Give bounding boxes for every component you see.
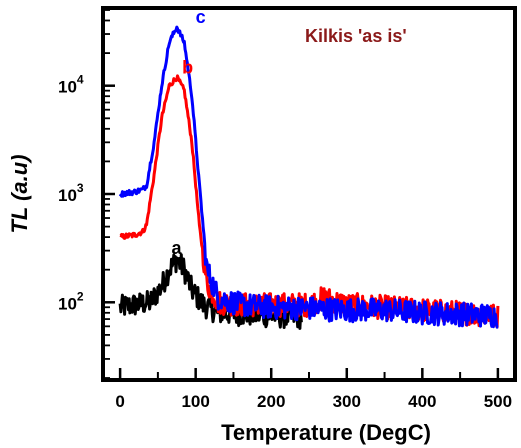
series-label-a: a [171,238,182,258]
y-tick-label: 104 [58,73,84,97]
annotation-text: Kilkis 'as is' [305,26,407,46]
x-axis-title: Temperature (DegC) [221,420,431,445]
series-labels: a b c [171,7,205,258]
x-tick-label: 400 [408,392,436,411]
series-label-c: c [196,7,206,27]
y-tick-label: 102 [58,289,84,313]
series-layer [118,25,500,330]
x-tick-label: 200 [257,392,285,411]
x-ticks: 0 100 200 300 400 500 [115,368,512,411]
x-tick-label: 100 [181,392,209,411]
y-ticks: 102 103 104 [58,9,115,379]
x-tick-label: 0 [115,392,124,411]
x-tick-label: 500 [484,392,512,411]
series-line-b [119,74,500,329]
series-line-c [118,25,499,329]
y-tick-label: 103 [58,181,84,205]
x-tick-label: 300 [333,392,361,411]
y-axis-title: TL (a.u) [7,154,32,233]
series-label-b: b [182,57,193,77]
